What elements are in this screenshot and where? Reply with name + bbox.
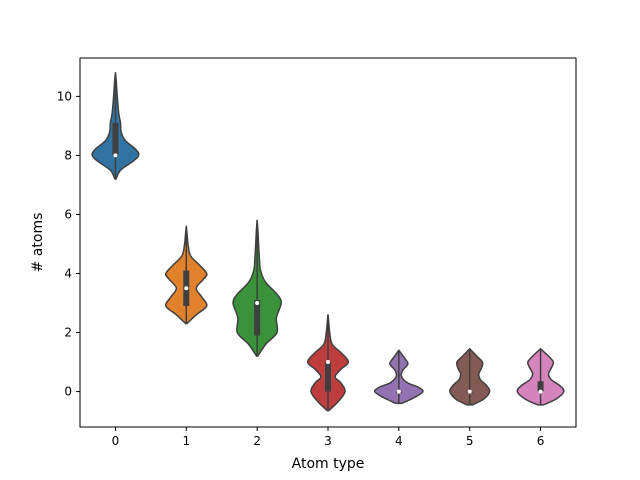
violin-iqr-box bbox=[254, 300, 261, 336]
violin-2 bbox=[232, 219, 282, 357]
violin-median-dot bbox=[467, 389, 472, 394]
violin-4 bbox=[373, 349, 424, 405]
x-axis: 0 1 2 3 4 5 6 bbox=[112, 427, 545, 448]
x-tick-label: 5 bbox=[466, 434, 474, 448]
violin-median-dot bbox=[538, 389, 543, 394]
violin-iqr-box bbox=[537, 381, 544, 392]
violin-median-dot bbox=[184, 286, 189, 291]
violin-0 bbox=[91, 72, 140, 180]
x-tick-label: 6 bbox=[537, 434, 545, 448]
y-tick-label: 6 bbox=[64, 207, 72, 221]
x-tick-label: 3 bbox=[324, 434, 332, 448]
y-axis: 0 2 4 6 8 10 bbox=[57, 89, 80, 399]
y-tick-label: 10 bbox=[57, 89, 72, 103]
violin-6 bbox=[516, 348, 565, 406]
violin-3 bbox=[306, 314, 350, 412]
violin-iqr-box bbox=[325, 362, 331, 392]
x-axis-label: Atom type bbox=[292, 456, 365, 472]
x-tick-label: 0 bbox=[112, 434, 120, 448]
violin-median-dot bbox=[113, 153, 118, 158]
y-tick-label: 2 bbox=[64, 326, 72, 340]
violin-median-dot bbox=[255, 301, 260, 306]
violins-layer bbox=[91, 72, 565, 412]
y-tick-label: 4 bbox=[64, 266, 72, 280]
x-tick-label: 2 bbox=[253, 434, 261, 448]
violin-1 bbox=[164, 225, 208, 325]
violin-median-dot bbox=[396, 389, 401, 394]
x-tick-label: 4 bbox=[395, 434, 403, 448]
y-tick-label: 8 bbox=[64, 148, 72, 162]
y-tick-label: 0 bbox=[64, 385, 72, 399]
violin-5 bbox=[449, 348, 491, 406]
x-tick-label: 1 bbox=[182, 434, 190, 448]
violin-iqr-box bbox=[112, 122, 119, 156]
violin-median-dot bbox=[326, 360, 330, 365]
y-axis-label: # atoms bbox=[30, 213, 46, 273]
